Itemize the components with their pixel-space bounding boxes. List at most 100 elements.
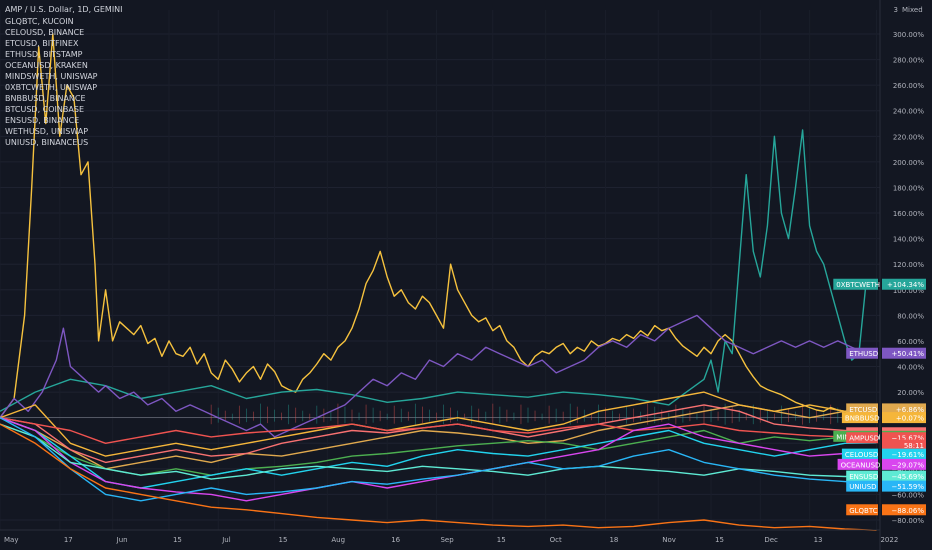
x-tick-label: 15 [173,536,182,544]
x-tick-label: Sep [440,536,454,544]
x-tick-label: May [4,536,18,544]
y-tick-label: 100.00% [893,287,924,295]
badge-value-bg [882,412,926,424]
legend-entry[interactable]: BNBBUSD, BINANCE [5,94,86,103]
y-tick-label: 140.00% [893,236,924,244]
legend-entry[interactable]: WETHUSD, UNISWAP [5,127,88,136]
price-badge[interactable]: AMPUSD −15.67% [846,432,926,444]
badge-label-bg [846,470,878,482]
badge-value: −51.59% [891,483,924,491]
series-line-glqbtc[interactable] [0,423,877,531]
badge-value: −15.67% [891,435,924,443]
badge-value: −29.07% [891,461,924,469]
price-badge[interactable]: UNIUSD −51.59% [846,480,926,492]
legend-entry[interactable]: ENSUSD, BINANCE [5,116,79,125]
badge-label-bg [833,278,878,290]
series-line-ethusd[interactable] [0,314,877,438]
legend-entry[interactable]: 0XBTCWETH, UNISWAP [5,83,97,92]
badge-label: ENSUSD [849,473,878,481]
badge-label-bg [846,403,878,415]
price-badge[interactable]: GLQBTC −88.06% [846,504,926,516]
legend-entry[interactable]: MINDSWETH, UNISWAP [5,72,98,81]
x-tick-label: 15 [715,536,724,544]
series-line-ampusd[interactable] [0,33,877,419]
badge-label: OCEANUSD [841,461,881,469]
x-tick-label: 13 [814,536,823,544]
price-badge[interactable]: CELOUSD −19.61% [841,448,926,460]
legend-entry[interactable]: UNIUSD, BINANCEUS [5,138,88,147]
series-line-bnbbusd[interactable] [0,391,877,457]
series-line-oceanusd[interactable] [0,417,877,502]
y-tick-label: 180.00% [893,184,924,192]
x-tick-label: Aug [331,536,345,544]
y-tick-label: 160.00% [893,210,924,218]
badge-value: 58:11 [904,442,924,450]
badge-label-bg [846,480,878,492]
badge-value-bg [882,347,926,359]
badge-label: UNIUSD [849,483,876,491]
y-tick-label: −60.00% [891,491,924,499]
badge-value-bg [882,458,926,470]
y-tick-label: 80.00% [897,312,924,320]
badge-value-bg [882,403,926,415]
price-badge[interactable]: 58:11 [882,439,926,451]
y-tick-label: 60.00% [897,338,924,346]
badge-label-bg [846,347,878,359]
legend-entry[interactable]: BTCUSD, COINBASE [5,105,84,114]
candle-layer [210,403,839,425]
badge-value-bg [882,480,926,492]
badge-value-bg [882,432,926,444]
badge-label-bg [846,432,878,444]
x-tick-label: 15 [497,536,506,544]
price-badge[interactable]: ETHUSD +50.41% [846,347,926,359]
badge-value-bg [882,504,926,516]
series-line-0xbtcweth[interactable] [0,129,877,412]
x-tick-label: Jun [116,536,128,544]
x-axis: May 17 Jun 15 Jul 15 Aug 16 Sep 15 Oct 18 Nov 15 Dec 13… [0,529,898,544]
badge-label: BNBBUSD [845,415,880,423]
badge-value: +50.41% [891,350,924,358]
badge-label: ETCUSD [849,406,877,414]
legend-entry[interactable]: GLQBTC, KUCOIN [5,17,74,26]
y-tick-label: 20.00% [897,389,924,397]
badge-value: −88.06% [891,507,924,515]
x-tick-label: 15 [279,536,288,544]
legend-entry[interactable]: ETHUSD, BITSTAMP [5,50,83,59]
series-line-celousd[interactable] [0,417,877,489]
badge-value: +104.34% [887,281,924,289]
series-line-ampusd[interactable] [0,417,877,444]
legend-entry[interactable]: OCEANUSD, KRAKEN [5,61,88,70]
y-tick-label: 300.00% [893,31,924,39]
price-badge[interactable]: OCEANUSD −29.07% [837,458,926,470]
price-badge[interactable]: BNBBUSD +0.07% [841,412,926,424]
badge-label-bg [841,448,878,460]
price-badge[interactable]: ETCUSD +6.86% [846,403,926,415]
y-axis: 300.00% 280.00% 260.00% 240.00% 220.00% 200.0… [879,0,924,550]
badge-label: 0XBTCWETH [836,281,880,289]
scale-mode-label: Mixed [902,6,923,14]
series-line-ensusd[interactable] [0,423,877,480]
y-tick-label: 220.00% [893,133,924,141]
x-tick-label: 16 [391,536,400,544]
price-badge[interactable]: ENSUSD −45.69% [846,470,926,482]
x-tick-label: 18 [609,536,618,544]
badge-value: +6.86% [896,406,924,414]
chart-title: AMP / U.S. Dollar, 1D, GEMINI [5,5,123,14]
scale-mode-count: 3 [894,6,898,14]
y-tick-label: 40.00% [897,364,924,372]
series-line-etcusd[interactable] [0,404,877,470]
x-tick-label: Jul [221,536,231,544]
legend-entry[interactable]: ETCUSD, BITFINEX [5,39,79,48]
price-badge[interactable]: 0XBTCWETH +104.34% [833,278,926,290]
legend-entry[interactable]: CELOUSD, BINANCE [5,28,84,37]
scale-mode-indicator[interactable]: 3 Mixed [894,6,923,14]
series-line-uniusd[interactable] [0,417,877,502]
y-tick-label: 200.00% [893,159,924,167]
y-tick-label: 260.00% [893,82,924,90]
y-tick-label: 280.00% [893,57,924,65]
badge-value: −19.61% [891,451,924,459]
x-tick-label: Nov [662,536,676,544]
legend: AMP / U.S. Dollar, 1D, GEMINI GLQBTC, KUC… [5,5,123,147]
